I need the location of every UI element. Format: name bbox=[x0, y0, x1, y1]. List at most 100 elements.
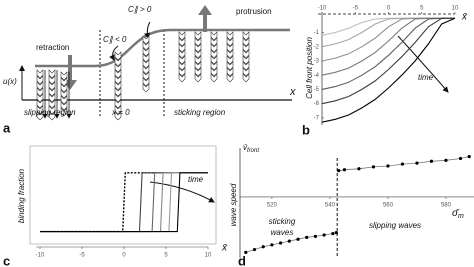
point bbox=[261, 245, 265, 249]
annotation: sticking bbox=[269, 217, 296, 226]
point bbox=[322, 233, 326, 237]
filament-unit bbox=[194, 37, 202, 47]
filament-unit bbox=[114, 99, 122, 109]
filament-unit bbox=[114, 63, 122, 73]
filament-unit bbox=[226, 55, 234, 65]
label: retraction bbox=[36, 43, 69, 52]
filament-unit bbox=[178, 73, 186, 83]
filament-unit bbox=[242, 43, 250, 53]
filament-unit bbox=[114, 75, 122, 85]
filament-unit bbox=[60, 77, 68, 87]
x-axis-label: x̄ bbox=[461, 12, 468, 23]
filament-unit bbox=[142, 65, 150, 75]
filament-unit bbox=[60, 95, 68, 105]
filament-unit bbox=[48, 99, 56, 109]
filament-unit bbox=[242, 55, 250, 65]
filament-unit bbox=[194, 31, 202, 41]
point bbox=[371, 165, 376, 169]
filament-unit bbox=[114, 51, 122, 61]
filament-unit bbox=[60, 101, 68, 111]
filament-unit bbox=[242, 61, 250, 71]
x-tick-label: 560 bbox=[383, 203, 394, 209]
filament-unit bbox=[210, 49, 218, 59]
filament-unit bbox=[210, 61, 218, 71]
symbol: σ̄ bbox=[452, 208, 460, 219]
filament-unit bbox=[242, 49, 250, 59]
y-tick-label: -1 bbox=[314, 30, 320, 36]
filament-unit bbox=[142, 59, 150, 69]
filament-unit bbox=[210, 67, 218, 77]
filament-unit bbox=[114, 87, 122, 97]
y-tick-label: -3 bbox=[314, 59, 320, 65]
x-tick-label: 0 bbox=[122, 253, 126, 259]
filament-unit bbox=[242, 31, 250, 41]
filament-unit bbox=[60, 83, 68, 93]
filament-unit bbox=[114, 57, 122, 67]
filament-unit bbox=[36, 81, 44, 91]
filament-unit bbox=[142, 47, 150, 57]
time-arrow bbox=[149, 181, 215, 203]
panel-label: b bbox=[302, 122, 310, 137]
y-axis-label: wave speed bbox=[229, 183, 238, 226]
point bbox=[279, 241, 283, 245]
filament-unit bbox=[210, 31, 218, 41]
point bbox=[244, 250, 248, 254]
y-tick-label: -7 bbox=[314, 115, 320, 121]
panel-label: c bbox=[3, 253, 10, 267]
point bbox=[252, 247, 257, 252]
x-tick-label: -10 bbox=[318, 6, 327, 12]
point bbox=[334, 231, 338, 235]
filament-unit bbox=[48, 93, 56, 103]
filament-unit bbox=[48, 69, 56, 79]
x-tick-label: 5 bbox=[420, 6, 424, 12]
point bbox=[429, 159, 434, 163]
x-axis-label: x̄ bbox=[221, 243, 228, 254]
filament-unit bbox=[48, 105, 56, 115]
filament-unit bbox=[194, 67, 202, 77]
filament-unit bbox=[36, 69, 44, 79]
filament-unit bbox=[114, 105, 122, 115]
filament-unit bbox=[178, 67, 186, 77]
label: protrusion bbox=[236, 7, 272, 16]
point bbox=[467, 154, 471, 159]
x-tick-label: 580 bbox=[441, 203, 452, 209]
x-tick-label: -5 bbox=[79, 253, 85, 259]
label: slipping region bbox=[24, 108, 76, 117]
filament-unit bbox=[142, 41, 150, 51]
x-tick-label: 0 bbox=[387, 6, 391, 12]
point bbox=[331, 231, 335, 236]
filament-unit bbox=[142, 77, 150, 87]
filament-unit bbox=[226, 49, 234, 59]
filament-unit bbox=[210, 73, 218, 83]
line bbox=[40, 172, 208, 233]
filament-unit bbox=[114, 69, 122, 79]
filament-unit bbox=[36, 75, 44, 85]
symbol: v̄ bbox=[243, 143, 248, 152]
filament-unit bbox=[36, 93, 44, 103]
subscript: front bbox=[247, 148, 259, 154]
x-tick-label: 540 bbox=[325, 203, 336, 209]
plot-frame bbox=[29, 145, 217, 245]
filament-unit bbox=[178, 43, 186, 53]
point bbox=[386, 164, 390, 168]
filament-unit bbox=[242, 67, 250, 77]
x-tick-label: 10 bbox=[452, 6, 459, 12]
point bbox=[337, 169, 341, 173]
filament-unit bbox=[226, 31, 234, 41]
y-tick-label: -5 bbox=[314, 87, 320, 93]
filament-unit bbox=[178, 55, 186, 65]
time-arrow bbox=[397, 35, 449, 93]
filament-unit bbox=[36, 99, 44, 109]
filament-unit bbox=[48, 87, 56, 97]
pointer bbox=[144, 21, 151, 39]
filament-unit bbox=[36, 87, 44, 97]
point bbox=[305, 235, 309, 239]
panel-label: a bbox=[3, 120, 11, 135]
x-tick-label: -5 bbox=[353, 6, 359, 12]
annotation: slipping waves bbox=[369, 221, 421, 230]
point bbox=[415, 161, 419, 165]
filament-unit bbox=[194, 73, 202, 83]
filament-unit bbox=[48, 81, 56, 91]
